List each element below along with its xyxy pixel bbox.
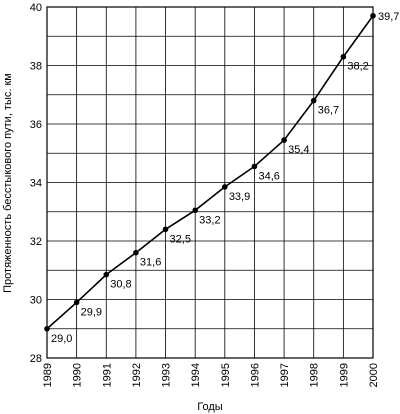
data-label-1992: 31,6 [140, 257, 161, 269]
data-point-1999 [340, 53, 347, 60]
y-tick-28: 28 [30, 353, 42, 365]
data-label-1997: 35,4 [288, 144, 309, 156]
data-label-1993: 32,5 [170, 233, 191, 245]
x-tick-2000: 2000 [368, 363, 380, 387]
y-tick-30: 30 [30, 295, 42, 307]
data-label-1994: 33,2 [199, 214, 220, 226]
x-tick-1999: 1999 [338, 363, 350, 387]
data-label-1995: 33,9 [229, 191, 250, 203]
y-tick-36: 36 [30, 119, 42, 131]
x-axis-title: Годы [197, 401, 223, 413]
data-point-2000 [370, 12, 376, 19]
data-label-1996: 34,6 [258, 170, 279, 182]
data-point-1990 [73, 299, 80, 306]
plot-frame [46, 6, 374, 359]
x-tick-1994: 1994 [190, 363, 202, 387]
data-points [44, 12, 376, 332]
data-point-1996 [251, 163, 258, 170]
data-label-1989: 29,0 [51, 333, 72, 345]
x-tick-1997: 1997 [279, 363, 291, 387]
y-tick-labels: 28 30 32 34 36 38 40 [30, 2, 42, 365]
x-tick-labels: 1989 1990 1991 1992 1993 1994 1995 1996 1997 1998… [42, 363, 380, 387]
data-point-1995 [222, 184, 228, 190]
data-point-1994 [192, 207, 198, 214]
y-tick-34: 34 [30, 178, 42, 190]
horizontal-gridlines [47, 35, 373, 330]
data-label-1998: 36,7 [318, 105, 339, 117]
y-tick-40: 40 [30, 2, 42, 14]
x-tick-1991: 1991 [101, 363, 113, 387]
y-tick-38: 38 [30, 61, 42, 73]
data-label-2000: 39,7 [378, 11, 399, 23]
x-tick-1989: 1989 [42, 363, 54, 387]
y-tick-32: 32 [30, 236, 42, 248]
x-tick-1995: 1995 [220, 363, 232, 387]
data-point-1992 [133, 249, 139, 256]
x-tick-1993: 1993 [161, 363, 173, 387]
data-point-1997 [281, 137, 287, 143]
y-axis-title: Протяженность бесстыкового пути, тыс. км [2, 73, 14, 293]
data-labels: 29,0 29,9 30,8 31,6 32,5 33,2 33,9 34,6 35,4 36,7… [51, 11, 399, 345]
data-label-1991: 30,8 [110, 279, 131, 291]
data-point-1989 [44, 325, 50, 332]
x-tick-1992: 1992 [131, 363, 143, 387]
x-tick-1998: 1998 [309, 363, 321, 387]
x-tick-1996: 1996 [249, 363, 261, 387]
data-point-1998 [310, 97, 317, 104]
data-label-1990: 29,9 [81, 306, 102, 318]
data-point-1993 [162, 226, 169, 233]
data-point-1991 [103, 271, 110, 278]
data-label-1999: 38,2 [347, 61, 368, 73]
series-line [46, 15, 374, 330]
x-tick-1990: 1990 [72, 363, 84, 387]
